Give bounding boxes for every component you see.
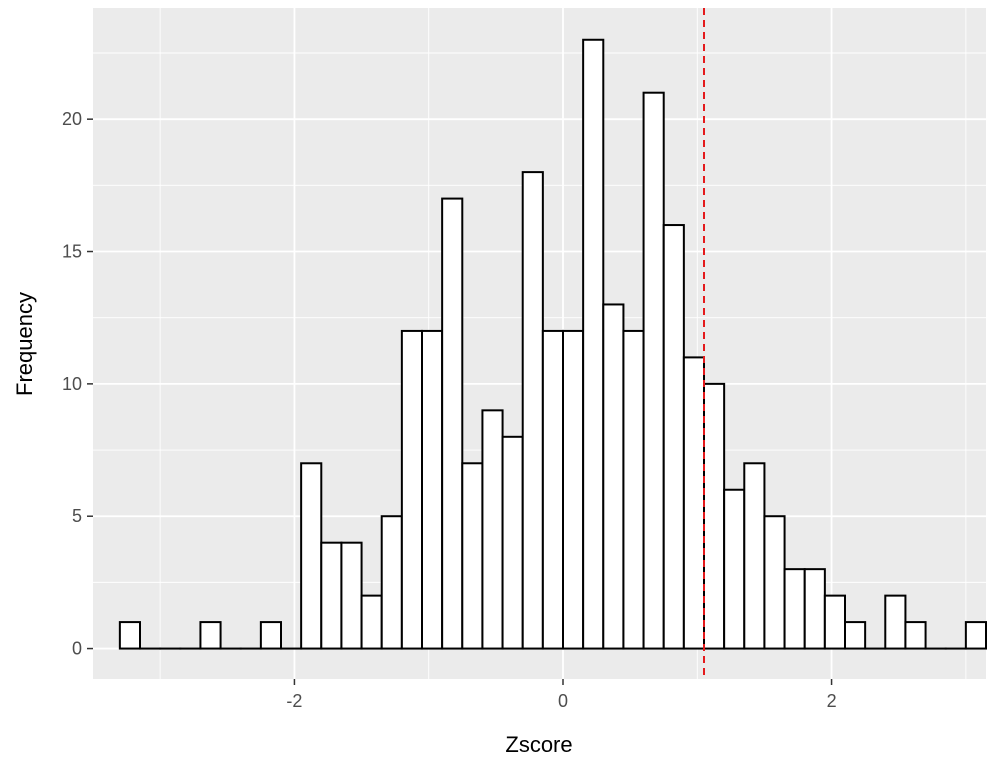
histogram-bar bbox=[682, 356, 705, 650]
histogram-bar bbox=[521, 171, 544, 650]
histogram-bar bbox=[380, 515, 403, 650]
histogram-bar bbox=[300, 462, 323, 650]
histogram-bar bbox=[642, 91, 665, 650]
y-tick-label: 5 bbox=[72, 506, 82, 526]
histogram-bar bbox=[964, 621, 987, 650]
histogram-bar bbox=[340, 541, 363, 650]
y-axis-title: Frequency bbox=[12, 292, 37, 396]
x-tick-label: -2 bbox=[286, 691, 302, 711]
histogram-bar bbox=[823, 594, 846, 650]
histogram-bar bbox=[743, 462, 766, 650]
x-tick-label: 2 bbox=[827, 691, 837, 711]
histogram-bar bbox=[844, 621, 867, 650]
x-axis-title: Zscore bbox=[505, 732, 572, 757]
histogram-bar bbox=[481, 409, 504, 650]
y-tick-label: 20 bbox=[62, 109, 82, 129]
histogram-bar bbox=[703, 382, 726, 650]
histogram-bar bbox=[320, 541, 343, 650]
y-tick-label: 0 bbox=[72, 639, 82, 659]
histogram-bar bbox=[763, 515, 786, 650]
histogram-bar bbox=[461, 462, 484, 650]
histogram-bar bbox=[360, 594, 383, 650]
histogram-bar bbox=[541, 329, 564, 650]
x-tick-label: 0 bbox=[558, 691, 568, 711]
histogram-bar bbox=[662, 224, 685, 650]
histogram-bar bbox=[904, 621, 927, 650]
histogram-bar bbox=[259, 621, 283, 650]
x-axis: -2 0 2 bbox=[286, 679, 837, 711]
histogram-bar bbox=[562, 329, 585, 650]
histogram-bar bbox=[723, 488, 746, 650]
histogram-bars bbox=[118, 38, 987, 650]
histogram-bar bbox=[582, 38, 605, 650]
y-axis: 0 5 10 15 20 bbox=[62, 109, 93, 659]
histogram-bar bbox=[421, 329, 444, 650]
histogram-bar bbox=[118, 621, 141, 650]
histogram-bar bbox=[199, 621, 222, 650]
histogram-bar bbox=[803, 568, 826, 650]
histogram-bar bbox=[441, 197, 464, 650]
histogram-bar bbox=[400, 329, 424, 650]
histogram-bar bbox=[884, 594, 907, 650]
histogram-bar bbox=[602, 303, 625, 650]
histogram-bar bbox=[622, 329, 645, 650]
y-tick-label: 15 bbox=[62, 242, 82, 262]
histogram-bar bbox=[783, 568, 806, 650]
histogram-bar bbox=[501, 435, 524, 650]
y-tick-label: 10 bbox=[62, 374, 82, 394]
